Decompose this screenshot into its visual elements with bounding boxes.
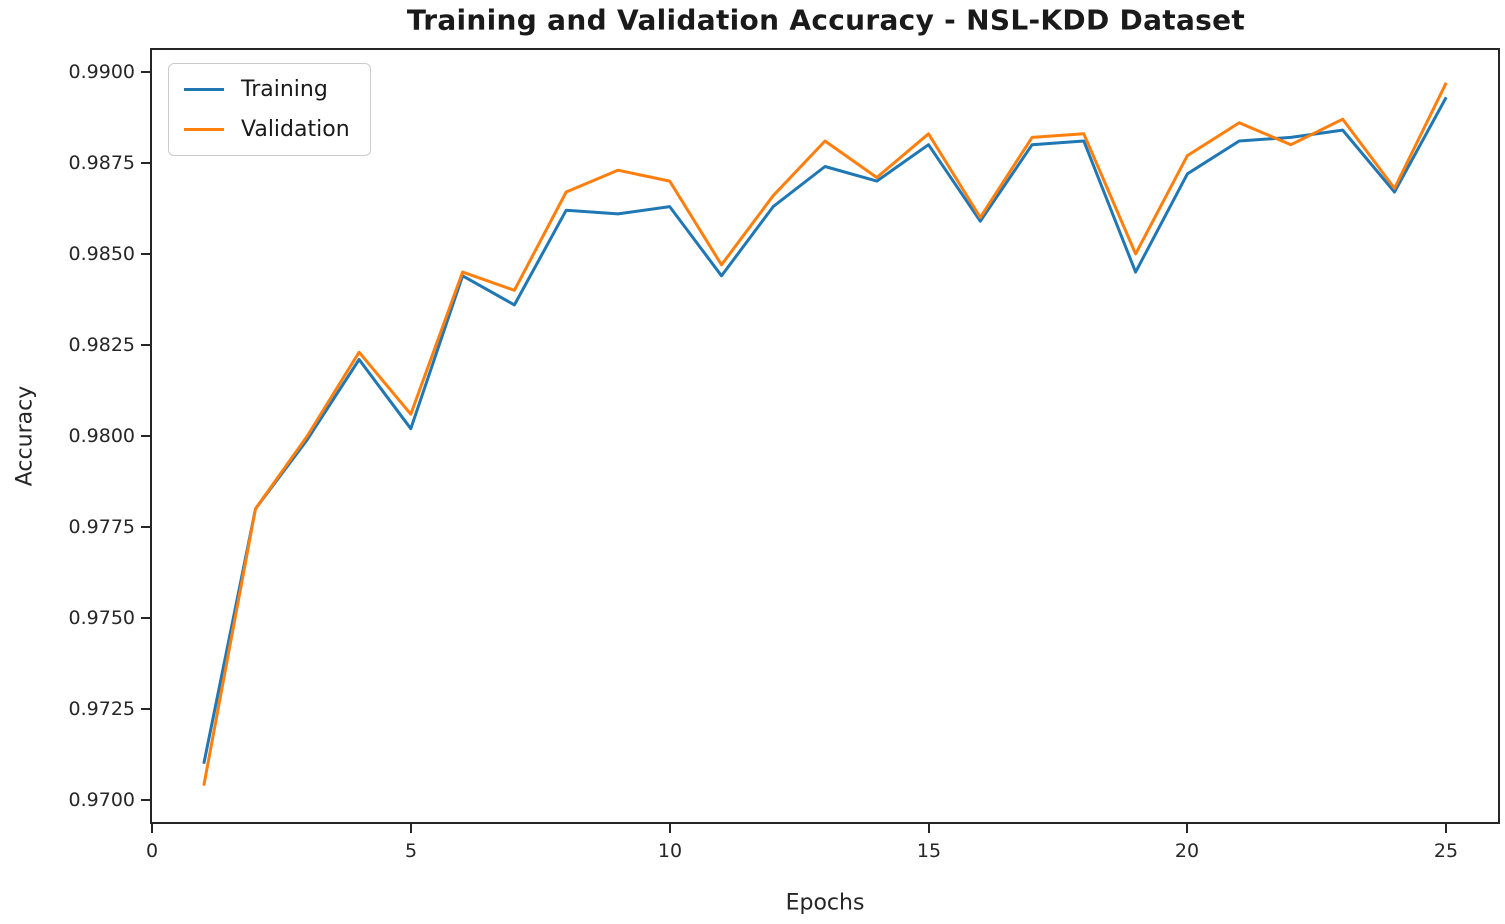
y-tick-mark xyxy=(141,526,150,528)
legend-item-training: Training xyxy=(184,77,350,102)
legend-label-training: Training xyxy=(241,77,328,102)
y-tick-mark xyxy=(141,708,150,710)
x-tick-label: 15 xyxy=(916,840,942,862)
y-tick-label: 0.9900 xyxy=(68,61,135,83)
y-tick-label: 0.9875 xyxy=(68,152,135,174)
y-tick-mark xyxy=(141,253,150,255)
plot-lines-canvas xyxy=(202,82,1448,786)
legend-label-validation: Validation xyxy=(241,117,350,142)
y-tick-mark xyxy=(141,344,150,346)
x-tick-mark xyxy=(1186,824,1188,833)
chart-title: Training and Validation Accuracy - NSL-K… xyxy=(406,3,1246,37)
legend: Training Validation xyxy=(168,63,371,156)
y-tick-label: 0.9800 xyxy=(68,425,135,447)
x-axis-label: Epochs xyxy=(785,890,865,916)
y-tick-label: 0.9725 xyxy=(68,698,135,720)
y-tick-mark xyxy=(141,162,150,164)
y-tick-mark xyxy=(141,617,150,619)
training-series-line xyxy=(202,96,1448,764)
y-tick-mark xyxy=(141,71,150,73)
y-tick-label: 0.9775 xyxy=(68,516,135,538)
y-axis-label: Accuracy xyxy=(12,385,38,487)
y-tick-label: 0.9700 xyxy=(68,789,135,811)
x-tick-mark xyxy=(669,824,671,833)
legend-item-validation: Validation xyxy=(184,117,350,142)
y-tick-mark xyxy=(141,435,150,437)
x-tick-mark xyxy=(410,824,412,833)
x-tick-label: 10 xyxy=(657,840,683,862)
x-tick-mark xyxy=(151,824,153,833)
training-line-swatch xyxy=(184,87,224,92)
x-tick-label: 5 xyxy=(404,840,418,862)
validation-line-swatch xyxy=(184,127,224,132)
y-tick-mark xyxy=(141,799,150,801)
plot-area: Training Validation xyxy=(150,48,1500,824)
x-tick-label: 20 xyxy=(1174,840,1200,862)
validation-series-line xyxy=(202,82,1448,786)
y-tick-label: 0.9825 xyxy=(68,334,135,356)
y-tick-label: 0.9850 xyxy=(68,243,135,265)
x-tick-mark xyxy=(928,824,930,833)
y-tick-label: 0.9750 xyxy=(68,607,135,629)
x-tick-label: 0 xyxy=(145,840,159,862)
x-tick-label: 25 xyxy=(1433,840,1459,862)
x-tick-mark xyxy=(1445,824,1447,833)
